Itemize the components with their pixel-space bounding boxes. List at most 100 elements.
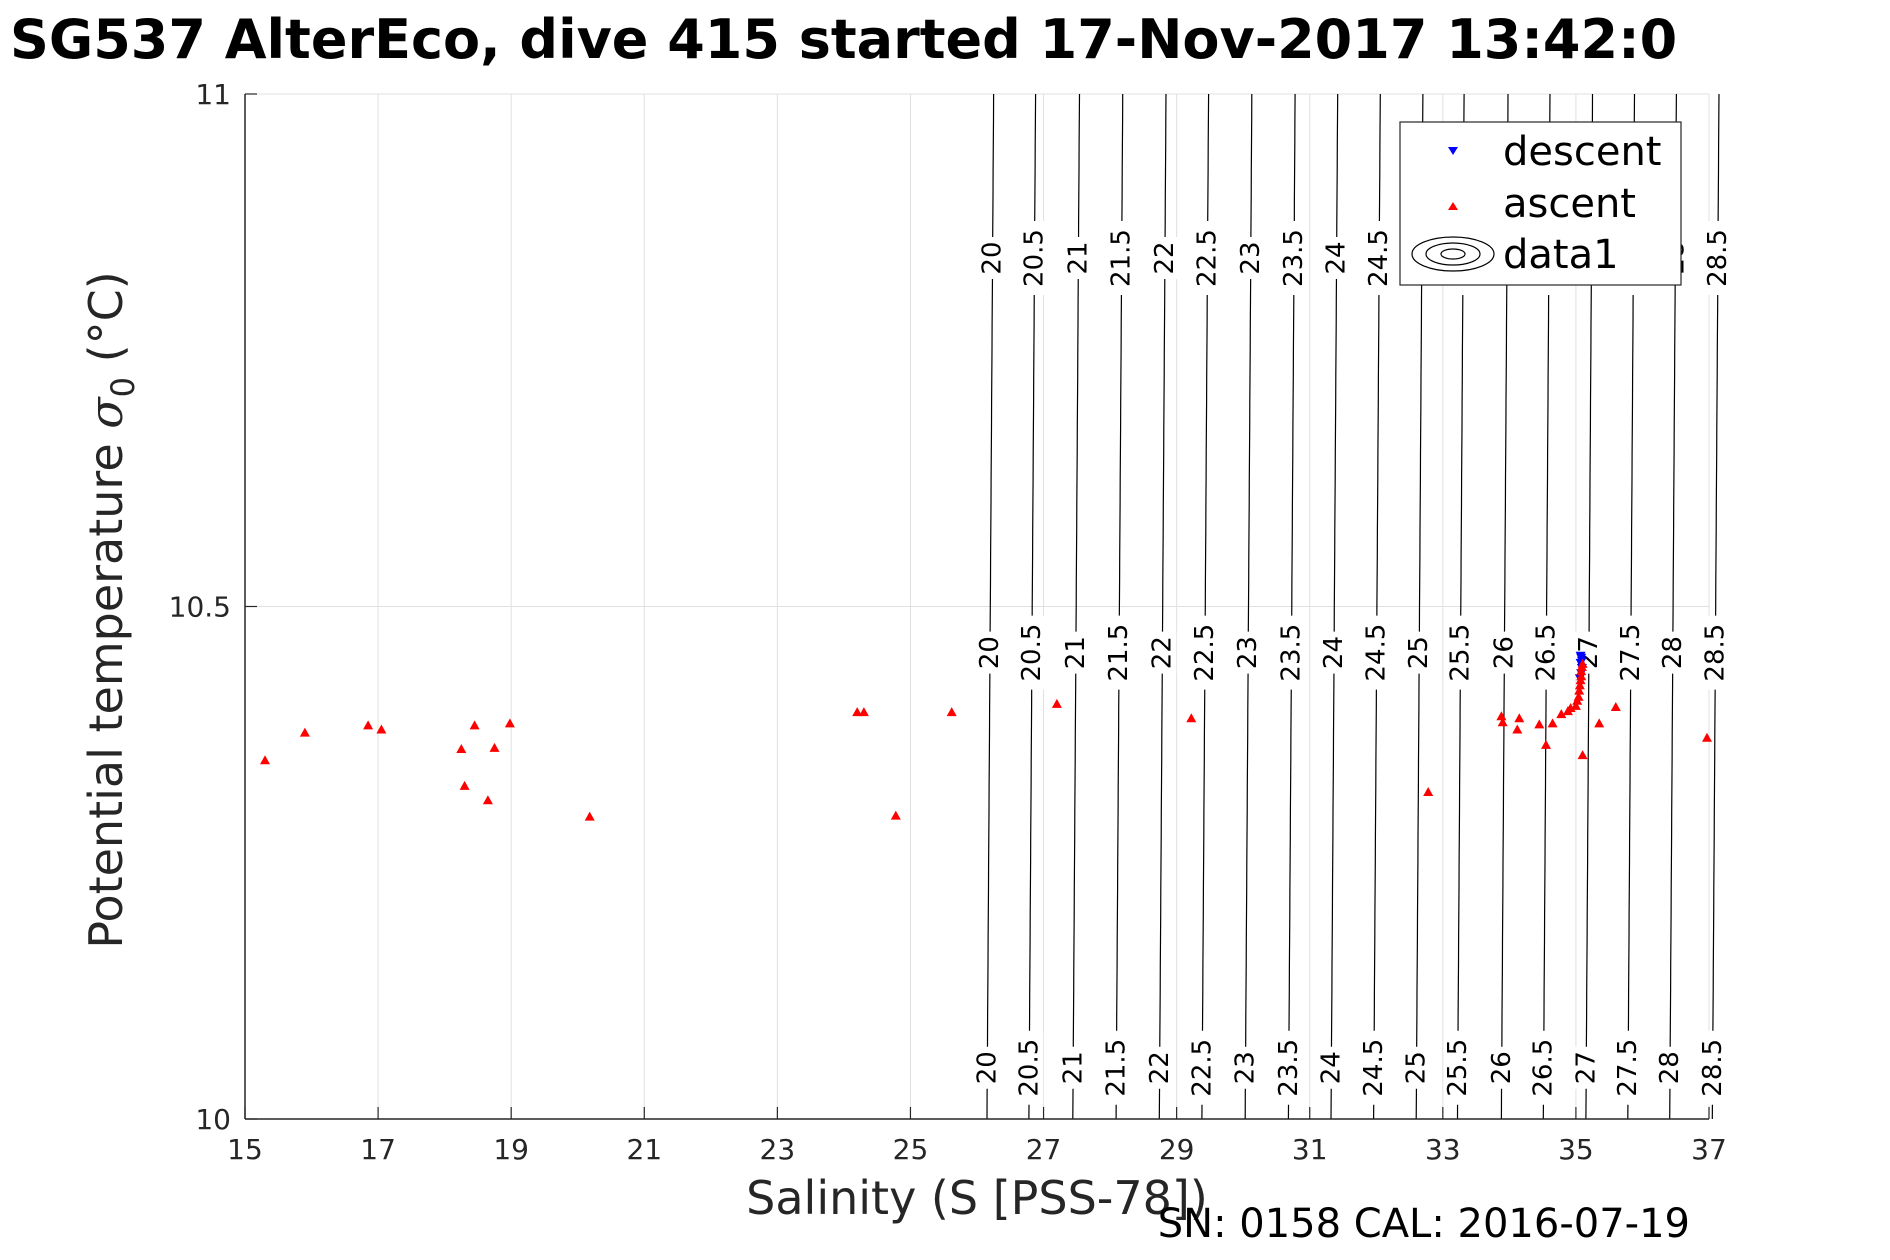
legend-ascent-label: ascent — [1503, 181, 1636, 227]
legend-contour-icon — [1411, 236, 1495, 272]
contour-label: 27.5 — [1616, 624, 1646, 682]
contour-label-bg — [1490, 631, 1519, 674]
x-tick-label: 33 — [1425, 1133, 1461, 1166]
ascent-point — [299, 727, 310, 737]
x-tick-label: 15 — [227, 1133, 263, 1166]
contour-label-bg — [1359, 1030, 1388, 1105]
contour-line-20: 20 20 20 — [972, 93, 1008, 1120]
contour-label: 23 — [1231, 1051, 1261, 1084]
contour-label-bg — [1487, 1046, 1516, 1089]
contour-label: 20 — [972, 1051, 1002, 1084]
contour-label: 28.5 — [1698, 1039, 1728, 1097]
contour-label: 21.5 — [1101, 1039, 1131, 1097]
ascent-point — [1496, 711, 1507, 721]
contour-label: 28 — [1655, 1051, 1685, 1084]
contour-label-bg — [1616, 615, 1645, 690]
contour-label-bg — [1280, 221, 1309, 295]
contour-label: 24.5 — [1364, 229, 1394, 287]
x-tick-label: 17 — [360, 1133, 396, 1166]
contour-label: 20 — [978, 241, 1008, 274]
contour-label-bg — [1148, 631, 1177, 674]
contour-label-bg — [1107, 221, 1136, 295]
contour-label-bg — [1320, 631, 1349, 674]
ascent-point — [852, 707, 863, 717]
x-axis-label: Salinity (S [PSS-78]) — [746, 1171, 1208, 1225]
contour-label: 26.5 — [1531, 624, 1561, 682]
contour-label-bg — [1402, 1046, 1431, 1089]
contour-label: 22 — [1150, 241, 1180, 274]
contour-label-bg — [1322, 237, 1351, 279]
contour-label-bg — [1064, 237, 1093, 279]
ascent-point — [1573, 691, 1584, 701]
contour-label: 20.5 — [1020, 229, 1050, 287]
ascent-point — [363, 720, 374, 730]
contour-label-bg — [1656, 1046, 1685, 1089]
ascent-point — [260, 755, 270, 765]
contour-line-22-5: 22.5 22.5 22.5 — [1187, 93, 1223, 1120]
y-tick-label: 10 — [195, 1103, 231, 1136]
contour-label: 23.5 — [1274, 1039, 1304, 1097]
contour-line-21: 21 21 21 — [1058, 93, 1093, 1120]
contour-label: 23 — [1233, 636, 1263, 669]
contour-label-bg — [1193, 221, 1222, 295]
footer-calibration: SN: 0158 CAL: 2016-07-19 — [1158, 1201, 1690, 1247]
y-axis-label: Potential temperature σ0 (°C) — [79, 271, 142, 948]
ascent-point — [469, 720, 480, 730]
ascent-point — [1512, 724, 1523, 734]
contour-line-20-5: 20.5 20.5 20.5 — [1014, 93, 1050, 1120]
contour-label-bg — [1277, 615, 1306, 690]
contour-label: 20.5 — [1017, 624, 1047, 682]
ascent-point — [1556, 709, 1567, 719]
contour-label-bg — [1105, 615, 1134, 690]
y-tick-label: 10.5 — [169, 591, 231, 624]
ascent-point — [584, 811, 595, 821]
contour-label: 20 — [975, 636, 1005, 669]
contour-line-22: 22 22 22 — [1145, 93, 1180, 1120]
contour-label-bg — [1061, 631, 1090, 674]
contour-label: 22.5 — [1187, 1039, 1217, 1097]
contour-label-bg — [1698, 1030, 1727, 1105]
ascent-point — [946, 707, 957, 717]
contour-label-bg — [1150, 237, 1179, 279]
ascent-point — [1577, 750, 1588, 760]
contour-line-23: 23 23 23 — [1231, 93, 1266, 1120]
legend-ascent-marker — [1448, 202, 1458, 210]
contour-label: 22 — [1145, 1051, 1175, 1084]
contour-label: 25.5 — [1446, 624, 1476, 682]
contour-line-23-5: 23.5 23.5 23.5 — [1274, 93, 1309, 1120]
ascent-point — [1577, 658, 1588, 668]
ascent-point — [1497, 717, 1508, 727]
contour-label-bg — [1658, 631, 1687, 674]
contour-label: 24 — [1316, 1051, 1346, 1084]
ascent-point — [456, 744, 467, 753]
contour-label-bg — [978, 237, 1007, 279]
series-ascent — [260, 658, 1712, 821]
contour-label-bg — [1446, 615, 1475, 690]
y-axis-label-symbol: σ — [79, 396, 133, 429]
contour-label-bg — [1532, 615, 1561, 690]
contour-label-bg — [1405, 631, 1434, 674]
contour-label-bg — [1017, 615, 1046, 690]
contour-label: 22.5 — [1190, 624, 1220, 682]
contour-label-bg — [973, 1046, 1002, 1089]
contour-label: 27 — [1571, 1051, 1601, 1084]
contour-label-bg — [1614, 1030, 1643, 1105]
contour-label: 21 — [1058, 1051, 1088, 1084]
contour-label: 26 — [1487, 1051, 1517, 1084]
contour-label: 23.5 — [1277, 624, 1307, 682]
contour-label-bg — [1102, 1030, 1131, 1105]
contour-label-bg — [1015, 1030, 1044, 1105]
x-tick-label: 19 — [493, 1133, 529, 1166]
ascent-point — [1534, 719, 1545, 729]
contour-label: 21 — [1063, 241, 1093, 274]
contour-label-bg — [1231, 1046, 1260, 1089]
contour-label: 21.5 — [1104, 624, 1134, 682]
contour-label: 24.5 — [1359, 1039, 1389, 1097]
ascent-point — [1514, 713, 1525, 723]
contour-label-bg — [1234, 631, 1263, 674]
y-axis-ticks: 10 10.5 11 — [169, 78, 257, 1136]
x-tick-label: 21 — [626, 1133, 662, 1166]
contour-label: 23.5 — [1279, 229, 1309, 287]
contour-line-28-5: 28.5 28.5 28.5 — [1698, 93, 1733, 1120]
contour-label-bg — [1529, 1030, 1558, 1105]
